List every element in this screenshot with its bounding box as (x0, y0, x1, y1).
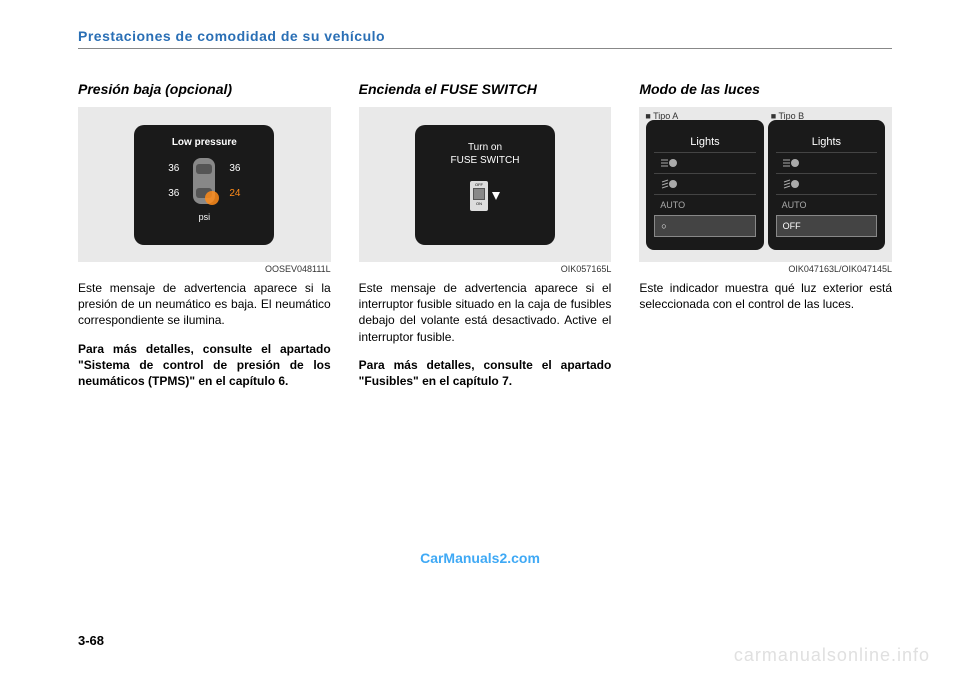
tire-right-col: 36 24 (229, 163, 240, 199)
tire-fl-value: 36 (168, 163, 179, 174)
columns-container: Presión baja (opcional) Low pressure 36 … (78, 81, 892, 401)
lowbeam-icon (660, 179, 678, 189)
switch-icon: OFF ON (470, 181, 488, 211)
col2-p2: Para más detalles, consulte el apartado … (359, 357, 612, 389)
tire-left-col: 36 36 (168, 163, 179, 199)
col3-img-code: OIK047163L/OIK047145L (639, 264, 892, 274)
column-3: Modo de las luces ■ Tipo A ■ Tipo B Ligh… (639, 81, 892, 401)
col1-p2: Para más detalles, consulte el apartado … (78, 341, 331, 390)
col2-p1: Este mensaje de advertencia aparece si e… (359, 280, 612, 345)
lights-screen-b: Lights AUTO OFF (768, 120, 885, 250)
lights-list-a: AUTO ○ (654, 152, 755, 237)
col2-display: Turn on FUSE SWITCH OFF ON (359, 107, 612, 262)
col3-display: ■ Tipo A ■ Tipo B Lights AUTO ○ Lig (639, 107, 892, 262)
lights-item-lowbeam-b (776, 173, 877, 194)
arrow-down-icon (492, 192, 500, 200)
watermark-carmanuals2: CarManuals2.com (420, 550, 540, 566)
tire-rl-value: 36 (168, 188, 179, 199)
col3-p1: Este indicador muestra qué luz exterior … (639, 280, 892, 312)
page-header: Prestaciones de comodidad de su vehículo (78, 28, 892, 44)
col1-p1: Este mensaje de advertencia aparece si l… (78, 280, 331, 329)
fuse-line2: FUSE SWITCH (451, 155, 520, 166)
column-2: Encienda el FUSE SWITCH Turn on FUSE SWI… (359, 81, 612, 401)
col3-title: Modo de las luces (639, 81, 892, 97)
tire-rr-value: 24 (229, 188, 240, 199)
highbeam-icon (660, 158, 678, 168)
lights-list-b: AUTO OFF (776, 152, 877, 237)
switch-toggle-icon (473, 188, 485, 200)
col1-display: Low pressure 36 36 36 24 (78, 107, 331, 262)
lights-item-circle-a: ○ (654, 215, 755, 237)
header-rule (78, 48, 892, 49)
col1-title: Presión baja (opcional) (78, 81, 331, 97)
lights-item-off-b: OFF (776, 215, 877, 237)
low-pressure-heading: Low pressure (172, 137, 237, 148)
fuse-switch-screen: Turn on FUSE SWITCH OFF ON (415, 125, 555, 245)
column-1: Presión baja (opcional) Low pressure 36 … (78, 81, 331, 401)
lights-title-b: Lights (812, 136, 841, 148)
psi-label: psi (199, 212, 211, 222)
lights-item-auto-b: AUTO (776, 194, 877, 215)
fuse-text: Turn on FUSE SWITCH (451, 141, 520, 167)
lights-item-auto-a: AUTO (654, 194, 755, 215)
lowbeam-icon (782, 179, 800, 189)
watermark-carmanualsonline: carmanualsonline.info (734, 645, 930, 666)
col2-title: Encienda el FUSE SWITCH (359, 81, 612, 97)
car-top-icon (187, 154, 221, 208)
switch-off-label: OFF (475, 182, 483, 187)
low-pressure-screen: Low pressure 36 36 36 24 (134, 125, 274, 245)
lights-item-highbeam-b (776, 152, 877, 173)
lights-title-a: Lights (690, 136, 719, 148)
fuse-line1: Turn on (468, 142, 502, 153)
col2-img-code: OIK057165L (359, 264, 612, 274)
lights-item-highbeam-a (654, 152, 755, 173)
lights-item-lowbeam-a (654, 173, 755, 194)
fuse-switch-graphic: OFF ON (470, 181, 500, 211)
switch-on-label: ON (476, 201, 482, 206)
tire-fr-value: 36 (229, 163, 240, 174)
lights-screen-a: Lights AUTO ○ (646, 120, 763, 250)
highbeam-icon (782, 158, 800, 168)
tire-pressure-area: 36 36 36 24 (168, 154, 240, 208)
col1-img-code: OOSEV048111L (78, 264, 331, 274)
page-number: 3-68 (78, 633, 104, 648)
